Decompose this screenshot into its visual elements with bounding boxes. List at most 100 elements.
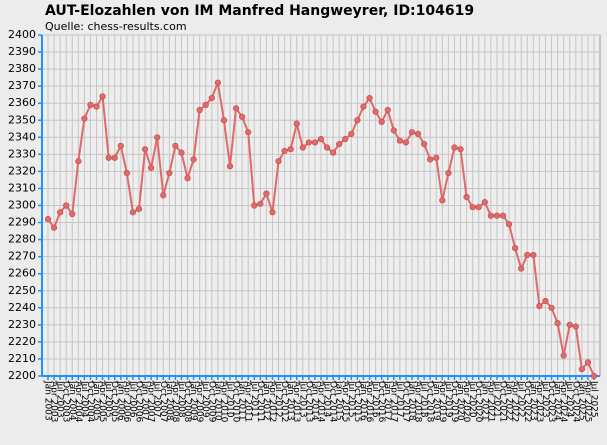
point [178, 149, 185, 156]
y-tick-label: 2390 [8, 45, 36, 58]
point [50, 224, 58, 231]
x-tick-label: Oct 2011 [255, 381, 265, 422]
x-tick-label: Jan 2014 [309, 380, 319, 421]
point [390, 127, 397, 134]
x-tick-label: Oct 2015 [352, 381, 362, 422]
x-tick-label: Apr 2019 [437, 381, 447, 423]
point [226, 163, 234, 170]
y-tick-label: 2400 [8, 28, 36, 41]
point [323, 144, 331, 151]
x-tick-label: Apr 2022 [510, 381, 520, 422]
x-tick-label: Jan 2017 [382, 380, 392, 421]
y-tick-label: 2340 [8, 130, 36, 143]
x-tick-label: Oct 2007 [158, 381, 168, 422]
point [232, 105, 240, 112]
point [93, 103, 100, 110]
x-tick-label: Jul 2006 [127, 380, 137, 418]
point [293, 120, 300, 127]
point [160, 192, 167, 199]
x-tick-label: Oct 2010 [231, 381, 241, 423]
x-tick-label: Jul 2025 [589, 380, 599, 418]
x-tick-label: Jul 2008 [176, 380, 186, 418]
x-tick-label: Apr 2017 [388, 381, 398, 422]
x-tick-label: Jan 2020 [455, 380, 465, 421]
x-tick-label: Jul 2024 [564, 380, 574, 418]
point [427, 156, 434, 163]
point [572, 323, 579, 330]
point [305, 139, 312, 146]
x-tick-label: Jan 2022 [504, 380, 514, 421]
x-tick-label: Jan 2012 [261, 380, 271, 421]
point [481, 198, 488, 206]
x-tick-label: Jul 2011 [249, 380, 259, 418]
y-tick-label: 2250 [8, 284, 36, 297]
point [111, 154, 118, 161]
point [154, 134, 161, 141]
x-tick-label: Apr 2006 [121, 381, 131, 423]
x-tick-label: Oct 2024 [570, 381, 580, 423]
y-tick-label: 2380 [8, 62, 36, 75]
point [129, 209, 137, 216]
x-tick-label: Jul 2018 [419, 380, 429, 418]
x-tick-label: Oct 2016 [376, 381, 386, 423]
x-tick-label: Jul 2017 [394, 380, 404, 418]
x-tick-label: Jan 2019 [431, 380, 441, 421]
point [172, 142, 179, 149]
point [148, 164, 155, 172]
x-tick-label: Oct 2012 [279, 381, 289, 422]
point [251, 202, 258, 209]
x-tick-label: Jul 2004 [79, 380, 89, 418]
x-tick-label: Oct 2020 [473, 381, 483, 423]
x-tick-label: Apr 2003 [49, 381, 59, 422]
y-tick-label: 2290 [8, 216, 36, 229]
point [469, 204, 476, 211]
x-tick-label: Apr 2011 [243, 381, 253, 422]
point [530, 251, 537, 259]
x-tick-label: Jul 2009 [200, 380, 210, 418]
x-tick-label: Jul 2021 [491, 380, 501, 418]
point [135, 205, 143, 213]
point [57, 209, 64, 216]
point [245, 129, 252, 136]
point [330, 149, 337, 156]
x-tick-label: Oct 2018 [425, 381, 435, 423]
point [287, 146, 294, 153]
x-tick-label: Oct 2019 [449, 381, 459, 423]
chart-subtitle: Quelle: chess-results.com [45, 20, 187, 33]
point [493, 212, 501, 219]
point [396, 137, 403, 144]
x-tick-label: Jul 2019 [443, 380, 453, 418]
y-tick-label: 2350 [8, 113, 36, 126]
x-tick-label: Jul 2010 [225, 380, 235, 418]
x-tick-label: Jan 2011 [237, 380, 247, 421]
x-tick-label: Jul 2007 [152, 380, 162, 418]
x-tick-label: Oct 2022 [522, 381, 532, 422]
point [518, 265, 525, 272]
point [269, 209, 276, 216]
x-tick-label: Jan 2009 [188, 380, 198, 421]
point [214, 79, 221, 86]
x-tick-label: Jul 2016 [370, 380, 380, 418]
y-tick-label: 2200 [8, 369, 36, 382]
point [184, 175, 191, 182]
point [87, 101, 94, 109]
point [548, 304, 555, 311]
x-tick-label: Jul 2015 [346, 380, 356, 418]
point [372, 108, 379, 115]
point [348, 130, 355, 137]
x-tick-label: Apr 2013 [291, 381, 301, 422]
point [196, 106, 203, 114]
point [99, 93, 106, 100]
x-tick-label: Jul 2013 [297, 380, 307, 418]
point [463, 193, 470, 201]
point [499, 212, 507, 219]
point [366, 94, 373, 102]
x-tick-label: Jul 2014 [322, 380, 332, 418]
point [44, 216, 52, 223]
point [384, 106, 391, 114]
x-tick-label: Jan 2005 [91, 380, 101, 421]
point [512, 245, 519, 252]
point [311, 139, 319, 146]
y-tick-label: 2260 [8, 267, 36, 280]
